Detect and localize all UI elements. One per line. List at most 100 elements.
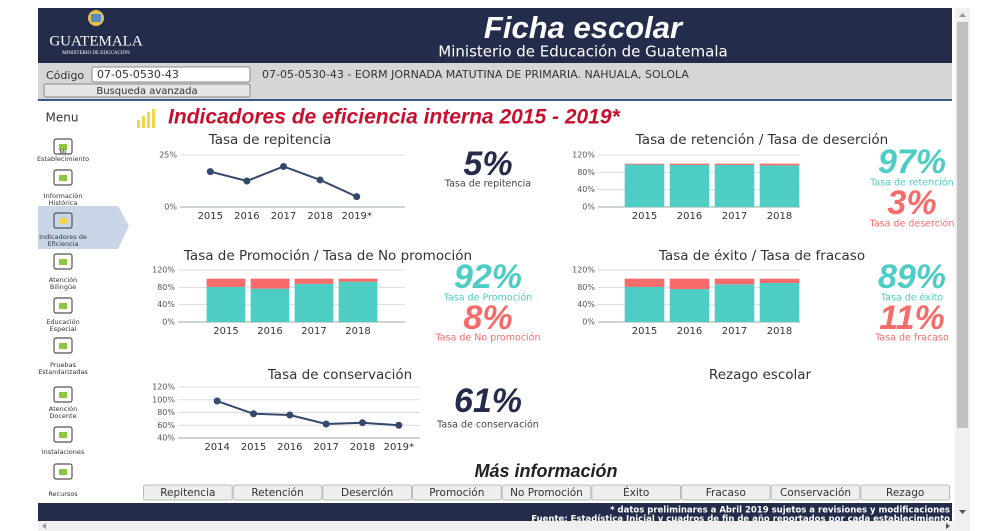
search-divider bbox=[38, 99, 952, 101]
menu-active-highlight bbox=[38, 206, 129, 249]
menu-icon-body bbox=[53, 253, 73, 270]
page-subtitle: Ministerio de Educación de Guatemala bbox=[438, 43, 727, 61]
y-tick-label: 40% bbox=[577, 300, 595, 309]
more-info-button[interactable] bbox=[501, 484, 592, 501]
line-point bbox=[359, 419, 366, 427]
menu-icon bbox=[53, 337, 73, 354]
y-tick-label: 40% bbox=[577, 185, 595, 194]
menu-icon bbox=[53, 212, 73, 229]
kpi-label: Tasa de repitencia bbox=[444, 179, 531, 190]
line-point bbox=[280, 162, 287, 170]
menu-item-label[interactable]: Eficiencia bbox=[47, 240, 78, 248]
menu-item-label[interactable]: Recursos bbox=[48, 490, 78, 498]
x-tick-label: 2018 bbox=[345, 326, 370, 337]
bar-segment bbox=[714, 278, 755, 285]
menu-item-label[interactable]: Docente bbox=[49, 412, 76, 420]
more-info-button-label: Retención bbox=[251, 487, 303, 499]
bar-segment bbox=[294, 283, 334, 322]
x-tick-label: 2017 bbox=[271, 211, 296, 222]
bar-segment bbox=[206, 286, 246, 322]
bar-segment bbox=[714, 284, 755, 322]
menu-item-label[interactable]: Estandarizadas bbox=[38, 368, 88, 376]
menu-icon bbox=[53, 386, 73, 403]
line-point bbox=[353, 193, 361, 201]
menu-item-label[interactable]: Educación bbox=[46, 318, 79, 326]
menu-item-label[interactable]: Atención bbox=[49, 405, 77, 413]
line-point bbox=[395, 421, 403, 429]
y-tick-label: 80% bbox=[577, 283, 595, 292]
bar-segment bbox=[714, 164, 755, 207]
more-info-button[interactable] bbox=[770, 484, 861, 501]
line-point bbox=[243, 177, 251, 185]
bar-segment bbox=[294, 278, 334, 284]
y-tick-label: 40% bbox=[157, 300, 175, 309]
code-value: 07-05-0530-43 bbox=[97, 68, 179, 81]
more-info-button-label: No Promoción bbox=[510, 487, 583, 499]
x-tick-label: 2014 bbox=[204, 442, 229, 453]
menu-item-label[interactable]: Mi bbox=[59, 148, 67, 156]
x-tick-label: 2017 bbox=[301, 326, 326, 337]
menu-item-label[interactable]: Instalaciones bbox=[42, 448, 85, 456]
section-icon bbox=[137, 109, 155, 128]
bar-segment bbox=[338, 281, 378, 322]
y-tick-label: 0% bbox=[162, 318, 175, 327]
y-tick-label: 40% bbox=[157, 434, 175, 443]
chart-title: Tasa de retención / Tasa de deserción bbox=[635, 132, 888, 148]
menu-item-label[interactable]: Establecimiento bbox=[37, 155, 89, 163]
bar-segment bbox=[669, 163, 710, 165]
more-info-button[interactable] bbox=[322, 484, 413, 501]
kpi-value: 8% bbox=[463, 299, 512, 337]
vertical-scroll-thumb[interactable] bbox=[957, 22, 968, 428]
bar-segment bbox=[759, 163, 800, 166]
kpi-label: Tasa de deserción bbox=[869, 219, 955, 230]
line-point bbox=[322, 420, 330, 428]
rezago-title: Rezago escolar bbox=[709, 367, 812, 383]
logo-text: GUATEMALA bbox=[49, 33, 142, 49]
code-input[interactable] bbox=[91, 66, 251, 83]
advanced-search-button[interactable] bbox=[43, 83, 251, 98]
more-info-button[interactable] bbox=[232, 484, 323, 501]
menu-item-label[interactable]: Pruebas bbox=[50, 361, 77, 369]
x-tick-label: 2018 bbox=[307, 211, 332, 222]
line-point bbox=[213, 397, 221, 405]
more-info-button[interactable] bbox=[591, 484, 681, 501]
more-info-button[interactable] bbox=[412, 484, 502, 501]
menu-item-label[interactable]: Atención bbox=[49, 276, 77, 284]
more-info-button-label: Fracaso bbox=[706, 487, 746, 499]
bar-segment bbox=[624, 286, 665, 322]
more-info-button[interactable] bbox=[860, 484, 950, 501]
menu-icon-accent bbox=[59, 469, 67, 475]
menu-item-label[interactable]: Histórica bbox=[49, 199, 78, 207]
scroll-left-arrow[interactable] bbox=[42, 523, 46, 529]
more-info-button-label: Éxito bbox=[623, 486, 649, 499]
more-info-button[interactable] bbox=[143, 484, 233, 501]
menu-icon-accent bbox=[59, 432, 67, 438]
menu-icon bbox=[53, 138, 73, 155]
bar-segment bbox=[714, 163, 755, 165]
bar-segment bbox=[669, 278, 710, 290]
menu-item-label[interactable]: Bilingüe bbox=[50, 283, 76, 291]
logo-subtext: MINISTERIO DE EDUCACIÓN bbox=[62, 50, 130, 56]
more-info-button[interactable] bbox=[681, 484, 771, 501]
menu-item-label[interactable]: Indicadores de bbox=[39, 233, 87, 241]
menu-icon-accent bbox=[59, 392, 67, 398]
bar-segment bbox=[759, 165, 800, 207]
bar-segment bbox=[624, 164, 665, 207]
menu-item-label[interactable]: Especial bbox=[50, 325, 77, 333]
kpi-value: 97% bbox=[878, 143, 946, 181]
menu-icon-body bbox=[53, 138, 73, 155]
menu-icon-accent bbox=[59, 303, 67, 309]
horizontal-scrollbar bbox=[38, 521, 970, 531]
more-info-button-label: Promoción bbox=[429, 487, 484, 499]
scroll-right-arrow[interactable] bbox=[946, 523, 950, 529]
menu-item-label[interactable]: Información bbox=[44, 192, 83, 200]
scroll-down-arrow[interactable] bbox=[959, 510, 966, 514]
footer-note: * datos preliminares a Abril 2019 sujeto… bbox=[610, 506, 950, 516]
more-info-button-label: Deserción bbox=[341, 487, 393, 499]
menu-icon-body bbox=[53, 337, 73, 354]
scroll-up-arrow[interactable] bbox=[959, 13, 966, 17]
kpi-label: Tasa de retención bbox=[869, 178, 954, 189]
footer-bar bbox=[38, 503, 952, 521]
x-tick-label: 2017 bbox=[722, 211, 747, 222]
